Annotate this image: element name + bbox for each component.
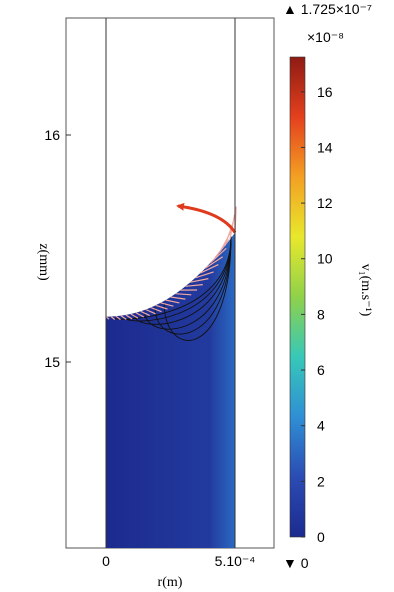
colorbar-tick-label: 0 [317,529,325,545]
colorbar-max-marker: ▲ 1.725×10⁻⁷ [283,1,372,17]
interface-arrow [120,315,127,320]
y-axis-label: z(mm) [36,243,51,281]
colorbar-min-marker: ▼ 0 [283,555,309,571]
x-tick-label: 0 [102,553,110,569]
x-axis-label: r(m) [158,575,183,590]
interface-arrow [145,308,156,315]
streamline [154,236,232,335]
main-flow-arrow [176,202,237,234]
interface-arrow [160,302,174,307]
interface-arrow [115,315,121,321]
colorbar-ticks: 0 2 4 6 8 10 12 14 16 [301,84,333,545]
interface-arrow [175,293,192,296]
colorbar-tick-label: 12 [317,195,333,211]
interface-arrow [209,247,227,264]
interface-arrow [125,314,133,320]
x-axis-ticks: 0 5.10⁻⁴ [102,543,255,569]
interface-arrow [190,278,209,283]
colorbar [289,56,306,538]
interface-arrow [140,310,150,317]
colorbar-tick-label: 16 [317,84,333,100]
interface-arrow [170,296,186,300]
interface-arrow [130,313,139,319]
interface-arrow [150,306,162,313]
interface-arrow [155,304,168,310]
colorbar-tick-label: 4 [317,418,325,434]
y-tick-label: 16 [44,127,60,143]
colorbar-tick-label: 14 [317,139,333,155]
interface-arrow [195,271,214,279]
colorbar-tick-label: 10 [317,251,333,267]
interface-arrow [200,264,219,274]
streamline [144,236,232,330]
interface-arrow [110,316,116,320]
y-tick-label: 15 [44,354,60,370]
interface-arrow [204,256,224,269]
colorbar-tick-label: 6 [317,362,325,378]
x-tick-label: 5.10⁻⁴ [215,553,256,569]
liquid-velocity-field [106,232,235,548]
colorbar-tick-label: 2 [317,473,325,489]
interface-arrow [185,284,203,287]
interface-arrow [135,312,145,318]
colorbar-label: v₁(m.s⁻¹) [358,264,373,317]
interface-arrow [165,299,180,304]
colorbar-tick-label: 8 [317,306,325,322]
colorbar-multiplier: ×10⁻⁸ [307,29,344,45]
streamlines [114,236,232,341]
streamline [163,236,232,341]
streamline [123,236,232,322]
